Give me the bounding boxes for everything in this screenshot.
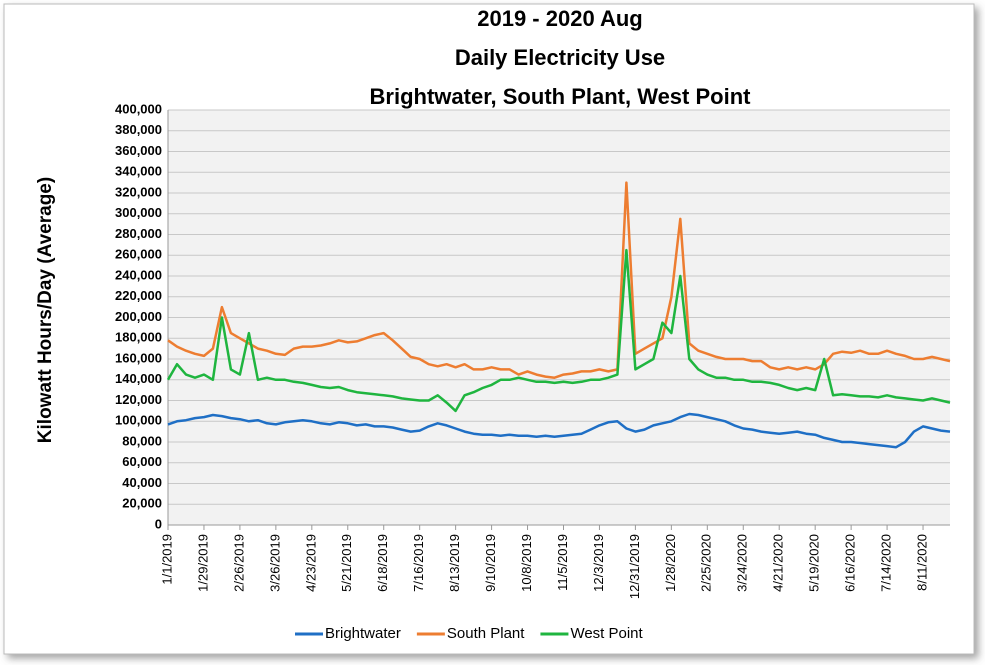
x-tick-label: 1/28/2020 <box>663 534 678 592</box>
y-tick-label: 20,000 <box>122 496 162 511</box>
series-line <box>166 248 951 413</box>
x-tick-label: 6/16/2020 <box>843 534 858 592</box>
y-tick-label: 0 <box>155 516 162 531</box>
y-tick-label: 340,000 <box>115 164 162 179</box>
x-tick-label: 2/25/2020 <box>699 534 714 592</box>
x-tick-label: 1/29/2019 <box>195 534 210 592</box>
x-tick-label: 7/14/2020 <box>879 534 894 592</box>
x-tick-label: 5/19/2020 <box>807 534 822 592</box>
chart-title: Daily Electricity Use <box>455 45 665 70</box>
x-tick-label: 4/21/2020 <box>771 534 786 592</box>
y-tick-label: 60,000 <box>122 454 162 469</box>
x-tick-label: 5/21/2019 <box>339 534 354 592</box>
x-tick-label: 6/18/2019 <box>375 534 390 592</box>
y-tick-label: 320,000 <box>115 184 162 199</box>
x-tick-label: 9/10/2019 <box>483 534 498 592</box>
y-tick-label: 200,000 <box>115 309 162 324</box>
y-tick-label: 160,000 <box>115 350 162 365</box>
y-tick-label: 400,000 <box>115 101 162 116</box>
series-line <box>167 412 951 449</box>
y-tick-label: 120,000 <box>115 392 162 407</box>
x-tick-label: 3/26/2019 <box>267 534 282 592</box>
x-tick-label: 4/23/2019 <box>303 534 318 592</box>
x-tick-label: 8/13/2019 <box>447 534 462 592</box>
x-tick-label: 1/1/2019 <box>159 534 174 585</box>
x-tick-label: 10/8/2019 <box>519 534 534 592</box>
y-tick-label: 300,000 <box>115 205 162 220</box>
legend-label: West Point <box>570 625 643 642</box>
y-tick-label: 40,000 <box>122 475 162 490</box>
y-tick-label: 100,000 <box>115 413 162 428</box>
y-tick-label: 140,000 <box>115 371 162 386</box>
x-tick-label: 2/26/2019 <box>231 534 246 592</box>
y-tick-label: 80,000 <box>122 433 162 448</box>
x-tick-label: 12/3/2019 <box>591 534 606 592</box>
x-tick-label: 7/16/2019 <box>411 534 426 592</box>
y-tick-label: 220,000 <box>115 288 162 303</box>
x-tick-label: 11/5/2019 <box>555 534 570 591</box>
y-tick-label: 280,000 <box>115 226 162 241</box>
series-line <box>167 181 951 379</box>
y-tick-label: 360,000 <box>115 143 162 158</box>
x-tick-label: 8/11/2020 <box>914 534 929 591</box>
y-tick-label: 260,000 <box>115 247 162 262</box>
y-tick-label: 180,000 <box>115 330 162 345</box>
legend-label: Brightwater <box>325 625 401 642</box>
y-axis-label: Kilowatt Hours/Day (Average) <box>35 177 56 443</box>
x-tick-label: 12/31/2019 <box>627 534 642 599</box>
y-tick-label: 380,000 <box>115 122 162 137</box>
chart-title: Brightwater, South Plant, West Point <box>370 84 752 109</box>
x-tick-label: 3/24/2020 <box>735 534 750 592</box>
y-tick-label: 240,000 <box>115 267 162 282</box>
legend-label: South Plant <box>447 625 525 642</box>
chart-title: 2019 - 2020 Aug <box>477 6 643 31</box>
